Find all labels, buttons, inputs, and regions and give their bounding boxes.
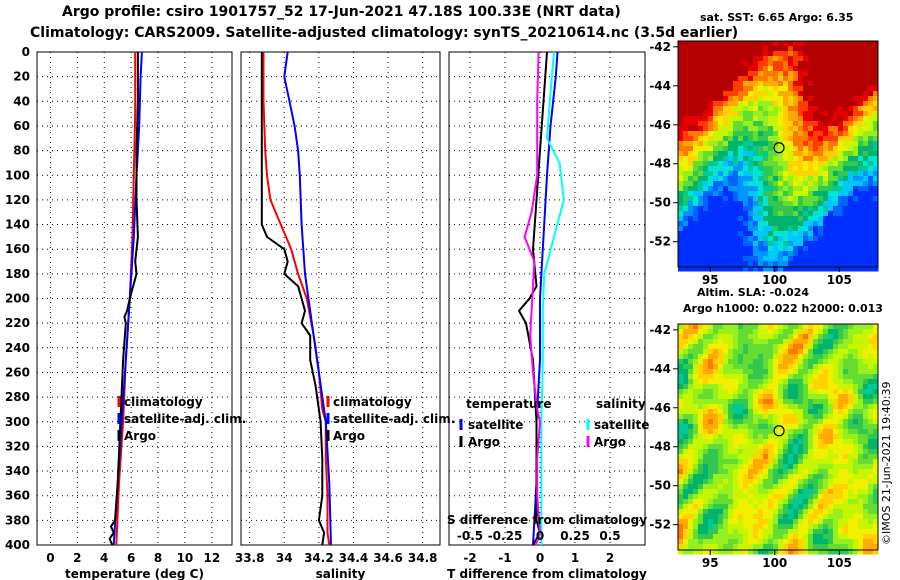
- x-tick-label: 33.8: [235, 551, 265, 565]
- series-line-satellite-adj-clim-: [283, 51, 332, 546]
- salinity-tick-label: 0.5: [599, 529, 620, 543]
- y-tick-label: 240: [5, 341, 30, 355]
- map-frame: [677, 323, 879, 551]
- panel-frame-salinity: [240, 51, 441, 546]
- map-x-tick-label: 105: [827, 273, 852, 287]
- map-y-tick-label: -48: [649, 440, 671, 454]
- sla-map-title: Altim. SLA: -0.024: [697, 286, 810, 299]
- legend-label: climatology: [333, 395, 412, 409]
- legend-label: Argo: [594, 435, 626, 449]
- legend-label: satellite-adj. clim.: [333, 412, 455, 426]
- x-tick-label: 2: [606, 551, 614, 565]
- y-tick-label: 180: [5, 267, 30, 281]
- x-tick-label: 2: [73, 551, 81, 565]
- argo-location-marker: [773, 425, 785, 437]
- y-tick-label: 80: [13, 144, 30, 158]
- x-tick-label: 6: [127, 551, 135, 565]
- map-y-tick-label: -52: [649, 518, 671, 532]
- y-tick-label: 140: [5, 218, 30, 232]
- x-tick-label: -2: [463, 551, 476, 565]
- series-line-salinity-satellite: [540, 51, 565, 545]
- y-tick-label: 320: [5, 439, 30, 453]
- legend-label: satellite: [468, 418, 523, 432]
- salinity-tick-label: 0.25: [560, 529, 590, 543]
- x-tick-label: -1: [498, 551, 511, 565]
- sst-map-title: sat. SST: 6.65 Argo: 6.35: [700, 11, 854, 24]
- salinity-tick-label: -0.5: [457, 529, 483, 543]
- heatmap-sst-map: [678, 41, 879, 272]
- sla-map-subtitle: Argo h1000: 0.022 h2000: 0.013: [683, 302, 883, 315]
- x-tick-label: 10: [177, 551, 194, 565]
- legend-label: Argo: [124, 429, 156, 443]
- map-y-tick-label: -50: [649, 196, 671, 210]
- argo-location-marker: [773, 142, 785, 154]
- x-tick-label: 0: [46, 551, 54, 565]
- salinity-tick-label: -0.25: [488, 529, 523, 543]
- x-tick-label: 34.4: [339, 551, 369, 565]
- legend-label: satellite-adj. clim.: [124, 412, 246, 426]
- x-tick-label: 34.8: [408, 551, 438, 565]
- series-line-argo: [260, 52, 326, 546]
- y-tick-label: 100: [5, 168, 30, 182]
- map-x-tick-label: 100: [762, 556, 787, 570]
- copyright-note: ©IMOS 21-Jun-2021 19:40:39: [880, 381, 893, 545]
- y-tick-label: 340: [5, 464, 30, 478]
- x-axis-label: temperature (deg C): [65, 567, 204, 580]
- y-tick-label: 280: [5, 390, 30, 404]
- legend-label: satellite: [594, 418, 649, 432]
- map-x-tick-label: 95: [702, 556, 719, 570]
- y-tick-label: 160: [5, 242, 30, 256]
- y-tick-label: 360: [5, 489, 30, 503]
- map-frame: [677, 40, 879, 268]
- chart-title-line1: Argo profile: csiro 1901757_52 17-Jun-20…: [62, 4, 621, 20]
- y-tick-label: 220: [5, 316, 30, 330]
- y-tick-label: 0: [22, 45, 30, 59]
- x-tick-label: 1: [571, 551, 579, 565]
- map-x-tick-label: 95: [702, 273, 719, 287]
- series-line-climatology: [262, 52, 331, 546]
- y-tick-label: 300: [5, 415, 30, 429]
- salinity-tick-label: 0: [536, 529, 544, 543]
- series-line-temperature-argo: [517, 51, 548, 546]
- legend-label: climatology: [124, 395, 203, 409]
- map-y-tick-label: -42: [649, 40, 671, 54]
- map-y-tick-label: -44: [649, 79, 671, 93]
- map-y-tick-label: -46: [649, 118, 671, 132]
- legend-group-title: salinity: [596, 397, 646, 411]
- chart-title-line2: Climatology: CARS2009. Satellite-adjuste…: [30, 25, 739, 41]
- map-y-tick-label: -50: [649, 479, 671, 493]
- map-y-tick-label: -52: [649, 235, 671, 249]
- y-tick-label: 200: [5, 292, 30, 306]
- map-y-tick-label: -44: [649, 362, 671, 376]
- x-axis-label: salinity: [316, 567, 366, 580]
- x-tick-label: 12: [203, 551, 220, 565]
- x-axis-label: T difference from climatology: [447, 567, 647, 580]
- x-tick-label: 34.2: [304, 551, 334, 565]
- y-tick-label: 260: [5, 365, 30, 379]
- salinity-axis-label: S difference from climatology: [447, 513, 647, 527]
- y-tick-label: 120: [5, 193, 30, 207]
- heatmap-sla-map: [678, 324, 879, 555]
- map-y-tick-label: -48: [649, 157, 671, 171]
- legend-group-title: temperature: [466, 397, 551, 411]
- y-tick-label: 40: [13, 94, 30, 108]
- y-tick-label: 400: [5, 538, 30, 552]
- series-line-argo: [108, 52, 139, 546]
- map-x-tick-label: 105: [827, 556, 852, 570]
- y-tick-label: 20: [13, 70, 30, 84]
- y-tick-label: 380: [5, 513, 30, 527]
- map-x-tick-label: 100: [762, 273, 787, 287]
- legend-label: Argo: [333, 429, 365, 443]
- x-tick-label: 0: [536, 551, 544, 565]
- x-tick-label: 34: [276, 551, 293, 565]
- x-tick-label: 8: [154, 551, 162, 565]
- map-y-tick-label: -46: [649, 401, 671, 415]
- x-tick-label: 34.6: [373, 551, 403, 565]
- series-line-salinity-argo: [523, 51, 542, 546]
- map-y-tick-label: -42: [649, 323, 671, 337]
- y-tick-label: 60: [13, 119, 30, 133]
- legend-label: Argo: [468, 435, 500, 449]
- x-tick-label: 4: [100, 551, 108, 565]
